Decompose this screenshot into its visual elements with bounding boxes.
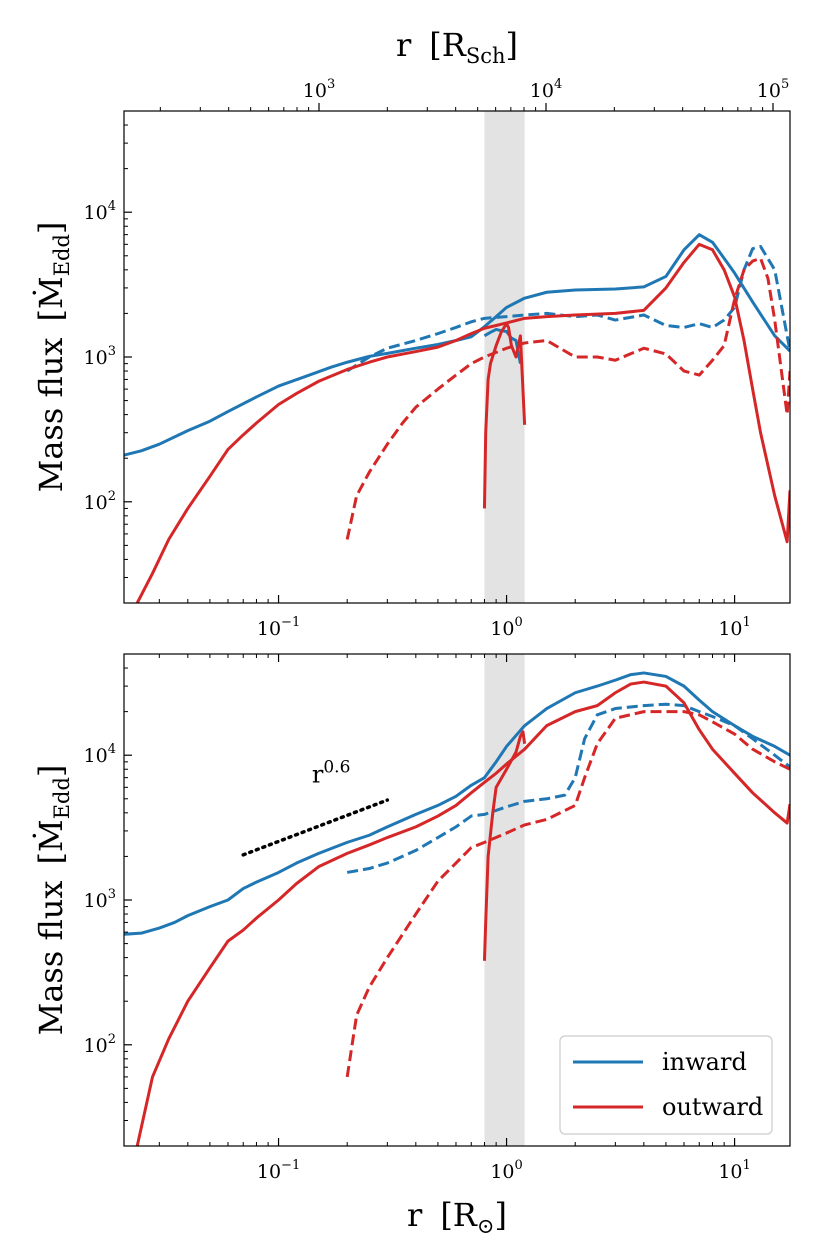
- x-tick-exp: −1: [281, 1158, 300, 1173]
- x-axis-label-sub: ⊙: [477, 1214, 495, 1238]
- x-axis-label-main: r: [407, 1196, 423, 1234]
- y-axis-label: Mass flux [ṀEdd]: [32, 222, 74, 493]
- y-tick-label: 102: [84, 1032, 116, 1057]
- y-tick-base: 10: [84, 1035, 108, 1057]
- top-tick-base: 10: [757, 80, 781, 102]
- y-tick-base: 10: [84, 347, 108, 369]
- top-axis-label-unit: [R: [429, 26, 466, 64]
- top-tick-exp: 5: [781, 77, 789, 92]
- y-tick-base: 10: [84, 492, 108, 514]
- power-law-base: r: [312, 760, 324, 788]
- y-tick-label: 103: [84, 344, 116, 369]
- x-tick-base: 10: [490, 1161, 514, 1183]
- y-axis-label-unit: [Ṁ: [32, 276, 70, 321]
- x-tick-base: 10: [257, 618, 281, 640]
- y-axis-label-main: Mass flux: [32, 338, 70, 493]
- y-tick-exp: 3: [108, 344, 116, 359]
- series-inward-line: [124, 233, 790, 457]
- series-outward-gap-line: [482, 322, 527, 509]
- x-axis-label-close: ]: [495, 1196, 507, 1234]
- series-outward-dashed-line: [345, 710, 790, 1078]
- y-axis-label: Mass flux [ṀEdd]: [32, 765, 74, 1036]
- power-law-label: r0.6: [312, 757, 351, 788]
- axes-frame: [123, 653, 791, 1147]
- series-inward-dashed-line: [346, 702, 790, 874]
- y-tick-exp: 3: [108, 887, 116, 902]
- y-axis-label-sub: Edd: [50, 234, 74, 276]
- y-tick-label: 102: [84, 489, 116, 514]
- series-inward-dashed-line: [346, 244, 790, 373]
- series-group: [124, 671, 790, 1146]
- top-tick-exp: 3: [327, 77, 335, 92]
- power-law-exponent: 0.6: [323, 757, 350, 777]
- series-group: [124, 233, 790, 603]
- x-tick-label: 101: [718, 1158, 750, 1183]
- series-inward-line: [124, 671, 790, 936]
- x-tick-exp: 1: [743, 615, 751, 630]
- legend-label-inward: inward: [662, 1048, 747, 1076]
- y-axis-label-sub: Edd: [50, 777, 74, 819]
- y-tick-base: 10: [84, 745, 108, 767]
- y-axis-label-main: Mass flux: [32, 881, 70, 1036]
- top-tick-base: 10: [530, 80, 554, 102]
- top-axis-label-close: ]: [506, 26, 518, 64]
- series-outward-line: [135, 680, 790, 1146]
- power-law-line: [241, 798, 390, 857]
- top-tick-label: 104: [530, 77, 562, 102]
- x-tick-base: 10: [718, 618, 742, 640]
- top-tick-label: 105: [757, 77, 789, 102]
- x-tick-base: 10: [718, 1161, 742, 1183]
- top-axis-label-main: r: [396, 26, 412, 64]
- axes-frame: [123, 110, 791, 604]
- top-tick-base: 10: [303, 80, 327, 102]
- x-tick-label: 10−1: [257, 615, 300, 640]
- x-tick-exp: 1: [743, 1158, 751, 1173]
- y-axis-label-close: ]: [32, 222, 70, 234]
- y-tick-label: 104: [84, 742, 116, 767]
- x-tick-label: 10−1: [257, 1158, 300, 1183]
- series-outward-dashed-line: [345, 256, 790, 540]
- legend: inward outward: [559, 1035, 773, 1135]
- x-tick-label: 100: [490, 1158, 522, 1183]
- top-tick-label: 103: [303, 77, 335, 102]
- series-outward-gap-line: [482, 730, 527, 961]
- top-axis-label: r [RSch]: [396, 26, 518, 68]
- series-inward-gap-line: [483, 327, 522, 364]
- top-axis-label-sub: Sch: [466, 44, 506, 68]
- y-tick-label: 104: [84, 199, 116, 224]
- series-outward-line: [135, 242, 790, 603]
- y-tick-base: 10: [84, 202, 108, 224]
- x-tick-label: 100: [490, 615, 522, 640]
- top-tick-exp: 4: [554, 77, 562, 92]
- x-tick-label: 101: [718, 615, 750, 640]
- y-tick-label: 103: [84, 887, 116, 912]
- y-tick-base: 10: [84, 890, 108, 912]
- legend-label-outward: outward: [662, 1093, 763, 1121]
- x-tick-exp: 0: [515, 615, 523, 630]
- x-axis-label-unit: [R: [440, 1196, 477, 1234]
- y-tick-exp: 4: [108, 199, 116, 214]
- shaded-band: [484, 654, 525, 1146]
- x-tick-base: 10: [257, 1161, 281, 1183]
- y-tick-exp: 4: [108, 742, 116, 757]
- x-tick-exp: −1: [281, 615, 300, 630]
- x-tick-base: 10: [490, 618, 514, 640]
- y-tick-exp: 2: [108, 489, 116, 504]
- x-axis-label: r [R⊙]: [407, 1196, 507, 1238]
- y-tick-exp: 2: [108, 1032, 116, 1047]
- y-axis-label-close: ]: [32, 765, 70, 777]
- x-tick-exp: 0: [515, 1158, 523, 1173]
- y-axis-label-unit: [Ṁ: [32, 819, 70, 864]
